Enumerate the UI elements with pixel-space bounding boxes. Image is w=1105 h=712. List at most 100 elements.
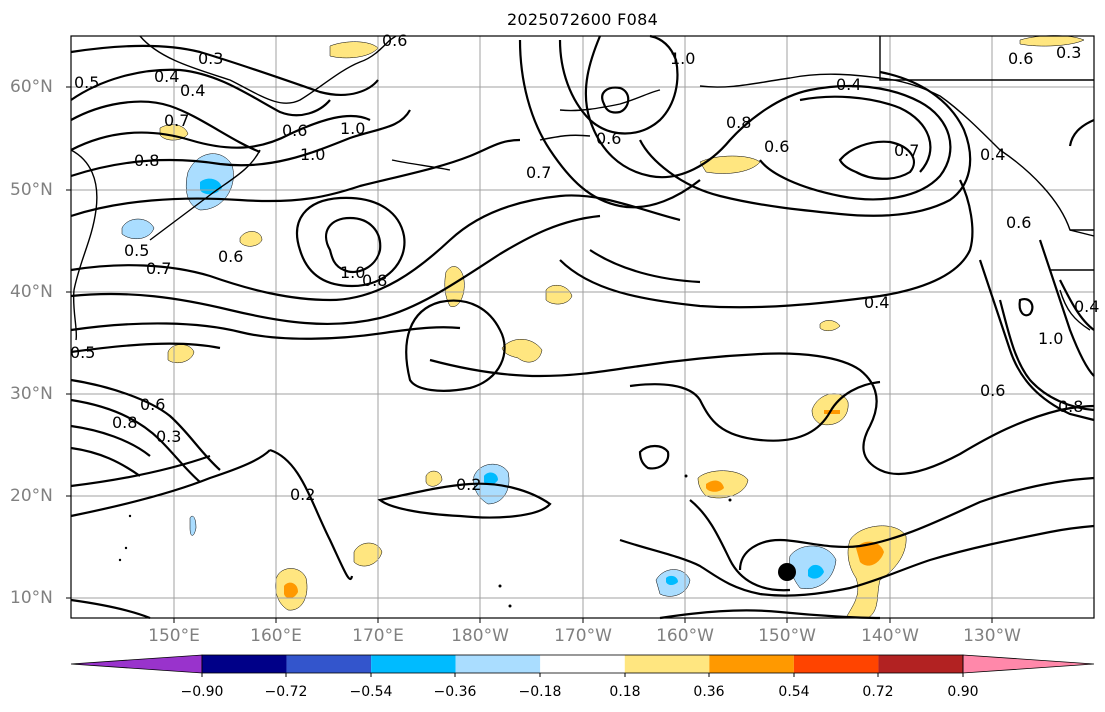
contour-label: 0.8: [726, 113, 751, 132]
contour-label: 0.4: [980, 145, 1005, 164]
contour-label: 1.0: [340, 263, 365, 282]
contour-label: 0.8: [1058, 397, 1083, 416]
colorbar-tick-label: 0.18: [609, 684, 641, 700]
positive-patch: [425, 470, 443, 487]
lat-label: 30°N: [10, 384, 53, 404]
negative-patch: [808, 564, 824, 579]
contour-label: 0.6: [596, 129, 621, 148]
contour-label: 0.3: [156, 427, 181, 446]
lon-label: 160°W: [656, 626, 714, 646]
colorbar-segment: [540, 655, 625, 673]
contour-label: 0.8: [362, 271, 387, 290]
colorbar-segment: [878, 655, 963, 673]
contour-label: 0.3: [1056, 43, 1081, 62]
contour-label: 0.7: [164, 111, 189, 130]
contour-label: 0.4: [1074, 297, 1099, 316]
positive-patch: [706, 480, 724, 492]
positive-patch: [284, 582, 298, 599]
contour-label: 0.5: [74, 73, 99, 92]
positive-patch: [545, 284, 573, 305]
contour-label: 0.4: [836, 75, 861, 94]
contour-label: 0.6: [140, 395, 165, 414]
contour-label: 0.5: [124, 241, 149, 260]
colorbar-tick-label: −0.90: [180, 684, 224, 700]
lon-label: 170°W: [554, 626, 612, 646]
coastlines: [70, 35, 1095, 341]
lon-label: 160°E: [250, 626, 302, 646]
colorbar-extend-low: [70, 654, 203, 674]
contour-label: 1.0: [1038, 329, 1063, 348]
negative-patch: [189, 515, 197, 536]
contour-label: 0.3: [198, 49, 223, 68]
contour-label: 0.4: [180, 81, 205, 100]
contour-label: 0.5: [70, 343, 95, 362]
contour-label: 0.6: [218, 247, 243, 266]
colorbar-tick-label: 0.54: [778, 684, 810, 700]
colorbar-ticks: [201, 673, 964, 677]
contour-label: 0.2: [290, 485, 315, 504]
contour-label: 0.7: [146, 259, 171, 278]
contour-label: 1.0: [340, 119, 365, 138]
lon-label: 130°W: [963, 626, 1021, 646]
positive-patch: [239, 231, 263, 247]
contour-label: 0.8: [134, 151, 159, 170]
colorbar-segment: [371, 655, 456, 673]
colorbar-tick-label: 0.36: [693, 684, 725, 700]
map-title: 2025072600 F084: [506, 10, 659, 29]
island-marks: [118, 474, 732, 608]
colorbar-segment: [793, 655, 879, 673]
contour-label: 0.6: [1006, 213, 1031, 232]
colorbar-tick-label: 0.90: [947, 684, 979, 700]
lon-label: 150°W: [758, 626, 816, 646]
colorbar-tick-label: −0.18: [518, 684, 562, 700]
colorbar-segment: [202, 655, 287, 673]
colorbar-segments: [70, 654, 1095, 674]
lat-label: 60°N: [10, 77, 53, 97]
contour-label: 0.8: [112, 413, 137, 432]
colorbar-extend-high: [962, 654, 1095, 674]
negative-patch: [121, 218, 155, 240]
colorbar-segment: [455, 655, 541, 673]
contour-label: 0.6: [1008, 49, 1033, 68]
contour-lines: [70, 34, 1095, 620]
colorbar-tick-label: −0.54: [349, 684, 393, 700]
colorbar-tick-label: −0.36: [433, 684, 477, 700]
lon-label: 140°W: [861, 626, 919, 646]
contour-label: 0.4: [154, 67, 179, 86]
location-marker: [778, 563, 796, 581]
contour-label: 0.7: [894, 141, 919, 160]
contour-label: 0.6: [282, 121, 307, 140]
lat-label: 50°N: [10, 180, 53, 200]
colorbar-segment: [286, 655, 372, 673]
lon-label: 150°E: [148, 626, 200, 646]
contour-label: 1.0: [300, 145, 325, 164]
colorbar-tick-label: 0.72: [862, 684, 894, 700]
negative-patch: [484, 472, 498, 485]
colorbar-segment: [709, 655, 794, 673]
contour-label: 0.7: [526, 163, 551, 182]
positive-patch: [501, 339, 543, 363]
negative-patch: [666, 575, 678, 585]
colorbar-tick-label: −0.72: [264, 684, 308, 700]
lon-label: 170°E: [352, 626, 404, 646]
positive-patch: [699, 155, 761, 174]
lat-label: 10°N: [10, 588, 53, 608]
positive-patch: [824, 410, 840, 414]
contour-label: 0.6: [764, 137, 789, 156]
positive-patch: [819, 320, 841, 331]
contour-label: 0.2: [456, 475, 481, 494]
contour-label: 1.0: [670, 49, 695, 68]
contour-label: 0.6: [980, 381, 1005, 400]
lon-label: 180°W: [451, 626, 509, 646]
positive-patch: [856, 541, 884, 566]
lat-label: 40°N: [10, 282, 53, 302]
colorbar-frame: [201, 654, 964, 674]
lat-label: 20°N: [10, 486, 53, 506]
axis-ticks: [66, 86, 993, 623]
contour-label: 0.4: [864, 293, 889, 312]
contour-label-group: 0.3 0.4 0.5 0.7 0.8 0.6 0.6 1.0 1.0 0.6 …: [70, 31, 1099, 504]
positive-patch: [353, 542, 383, 567]
colorbar-segment: [624, 655, 710, 673]
